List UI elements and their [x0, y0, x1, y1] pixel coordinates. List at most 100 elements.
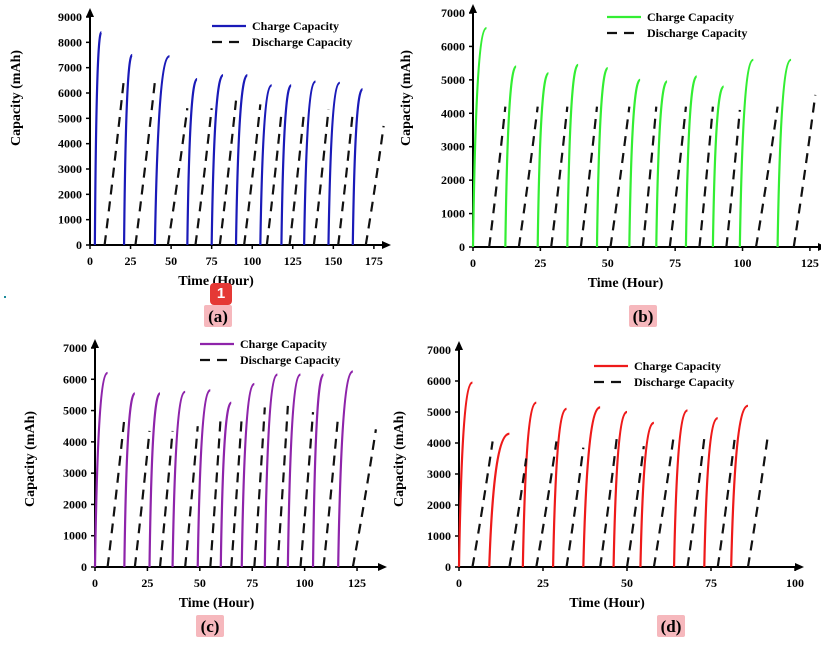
y-tick-label: 4000 [63, 435, 87, 449]
y-tick-label: 1000 [427, 529, 451, 543]
y-tick-label: 6000 [441, 39, 465, 53]
y-tick-label: 2000 [63, 497, 87, 511]
legend-label-discharge: Discharge Capacity [252, 35, 352, 49]
charge-segment [536, 72, 550, 248]
y-tick-label: 3000 [63, 466, 87, 480]
discharge-segment [134, 81, 156, 246]
y-tick-label: 7000 [63, 341, 87, 355]
y-tick-label: 2000 [441, 173, 465, 187]
y-tick-label: 0 [445, 560, 451, 574]
charge-segment [703, 417, 719, 568]
charge-segment [551, 407, 568, 568]
x-tick-label: 175 [365, 254, 383, 268]
x-axis-arrow [795, 563, 804, 571]
x-axis-title: Time (Hour) [569, 596, 645, 611]
legend-label-discharge: Discharge Capacity [634, 375, 734, 389]
discharge-segment [754, 106, 779, 248]
charge-segment [93, 371, 109, 568]
legend-label-charge: Charge Capacity [647, 10, 734, 24]
panel-label-box [629, 305, 657, 327]
panel-label: (a) [208, 307, 228, 326]
y-tick-label: 0 [459, 240, 465, 254]
y-tick-label: 7000 [58, 61, 82, 75]
discharge-segment [725, 109, 741, 248]
charge-segment [457, 381, 474, 568]
panel-label: (d) [661, 617, 682, 636]
chart-panel-2: 0 1000 2000 3000 4000 5000 6000 7000 0 25 50 75 100 1… [399, 4, 821, 327]
discharge-segment [641, 106, 658, 248]
charge-segment [471, 26, 488, 248]
y-tick-label: 4000 [58, 137, 82, 151]
x-tick-label: 100 [786, 576, 804, 590]
x-tick-label: 25 [534, 256, 546, 270]
x-axis-title: Time (Hour) [588, 276, 664, 291]
chart-panel-1: 0 1000 2000 3000 4000 5000 6000 7000 8000 9000 0 25… [9, 8, 391, 327]
y-axis-arrow [91, 339, 99, 348]
charge-segment [280, 84, 293, 246]
discharge-segment [312, 109, 330, 246]
x-tick-label: 25 [141, 576, 153, 590]
x-axis-arrow [378, 563, 387, 571]
y-tick-label: 3000 [427, 467, 451, 481]
x-tick-label: 75 [669, 256, 681, 270]
charge-segment [504, 65, 518, 248]
x-tick-label: 50 [165, 254, 177, 268]
legend-label-charge: Charge Capacity [252, 19, 339, 33]
y-tick-label: 3000 [58, 162, 82, 176]
discharge-segment [276, 405, 289, 568]
x-tick-label: 50 [602, 256, 614, 270]
discharge-segment [106, 418, 126, 568]
discharge-segment [488, 106, 507, 248]
legend-label-discharge: Discharge Capacity [240, 353, 340, 367]
charge-segment [186, 77, 199, 246]
x-tick-label: 100 [296, 576, 314, 590]
x-tick-label: 75 [206, 254, 218, 268]
discharge-segment [508, 458, 528, 568]
chart-panel-3: 0 1000 2000 3000 4000 5000 6000 7000 0 25 50 75 100 1… [23, 337, 387, 637]
discharge-segment [792, 94, 817, 248]
discharge-segment [230, 416, 243, 568]
y-axis-arrow [455, 341, 463, 350]
charge-segment [612, 410, 628, 568]
y-tick-label: 1000 [63, 529, 87, 543]
x-tick-label: 75 [705, 576, 717, 590]
discharge-segment [351, 429, 377, 568]
charge-segment [776, 58, 792, 248]
x-tick-label: 50 [194, 576, 206, 590]
y-tick-label: 4000 [427, 436, 451, 450]
charge-segment [672, 409, 689, 568]
x-axis-arrow [382, 241, 391, 249]
charge-segment [153, 55, 171, 246]
charge-segment [123, 392, 136, 568]
charge-segment [566, 63, 580, 248]
legend-label-charge: Charge Capacity [634, 359, 721, 373]
charge-segment [595, 67, 609, 248]
y-tick-label: 8000 [58, 35, 82, 49]
y-axis-title: Capacity (mAh) [392, 411, 407, 507]
panel-label-box [196, 615, 224, 637]
charge-segment [259, 84, 273, 246]
charge-segment [196, 389, 211, 568]
y-tick-label: 5000 [441, 73, 465, 87]
charge-segment [738, 58, 754, 248]
y-tick-label: 5000 [58, 111, 82, 125]
charge-segment [521, 401, 537, 568]
charge-segment [628, 78, 641, 248]
charge-segment [582, 406, 601, 568]
y-tick-label: 2000 [58, 187, 82, 201]
y-tick-label: 7000 [427, 343, 451, 357]
discharge-segment [288, 110, 306, 246]
panel-label: (b) [633, 307, 654, 326]
charge-segment [684, 75, 698, 248]
discharge-segment [609, 106, 631, 248]
charge-segment [286, 373, 302, 568]
x-tick-label: 0 [456, 576, 462, 590]
discharge-segment [133, 430, 151, 568]
charge-segment [488, 432, 510, 568]
discharge-segment [652, 433, 676, 568]
discharge-segment [265, 113, 283, 246]
discharge-segment [686, 438, 706, 568]
y-tick-label: 6000 [63, 372, 87, 386]
charge-segment [93, 31, 103, 246]
discharge-segment [550, 106, 569, 248]
